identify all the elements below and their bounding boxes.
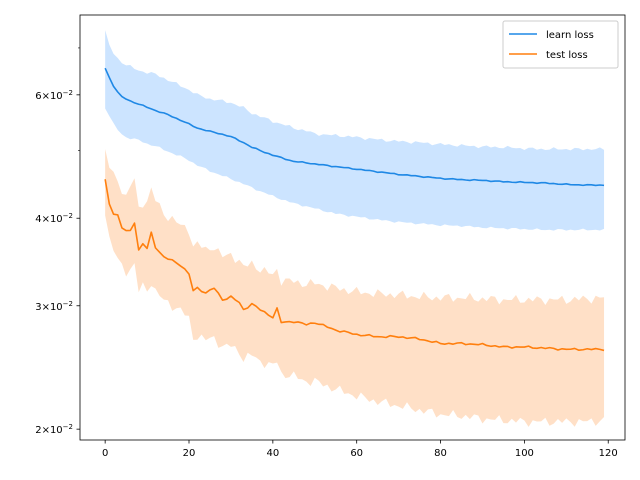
- x-tick-label: 0: [102, 448, 108, 459]
- legend-box: [502, 20, 619, 69]
- x-tick-label: 60: [350, 448, 363, 459]
- legend-label: test loss: [546, 50, 588, 61]
- x-tick-label: 40: [266, 448, 279, 459]
- y-tick-label: 6×10−2: [35, 89, 73, 102]
- x-tick-label: 100: [515, 448, 534, 459]
- line-test-loss: [104, 179, 605, 352]
- line-learn-loss: [104, 67, 605, 187]
- legend-label: learn loss: [546, 30, 594, 41]
- band-test-loss: [105, 148, 605, 427]
- y-tick-label: 2×10−2: [35, 423, 73, 436]
- x-tick-label: 120: [599, 448, 618, 459]
- axes-frame: [79, 14, 626, 441]
- y-axis-ticks: 2×10−2 3×10−2 4×10−2 6×10−2: [35, 47, 80, 436]
- y-tick-label: 4×10−2: [35, 212, 73, 225]
- series-lines: [104, 67, 605, 352]
- x-axis-ticks: 0 20 40 60 80 100 120: [102, 440, 618, 459]
- x-tick-label: 20: [183, 448, 196, 459]
- x-tick-label: 80: [434, 448, 447, 459]
- y-tick-label: 3×10−2: [35, 300, 73, 313]
- legend: learn loss test loss: [502, 20, 619, 69]
